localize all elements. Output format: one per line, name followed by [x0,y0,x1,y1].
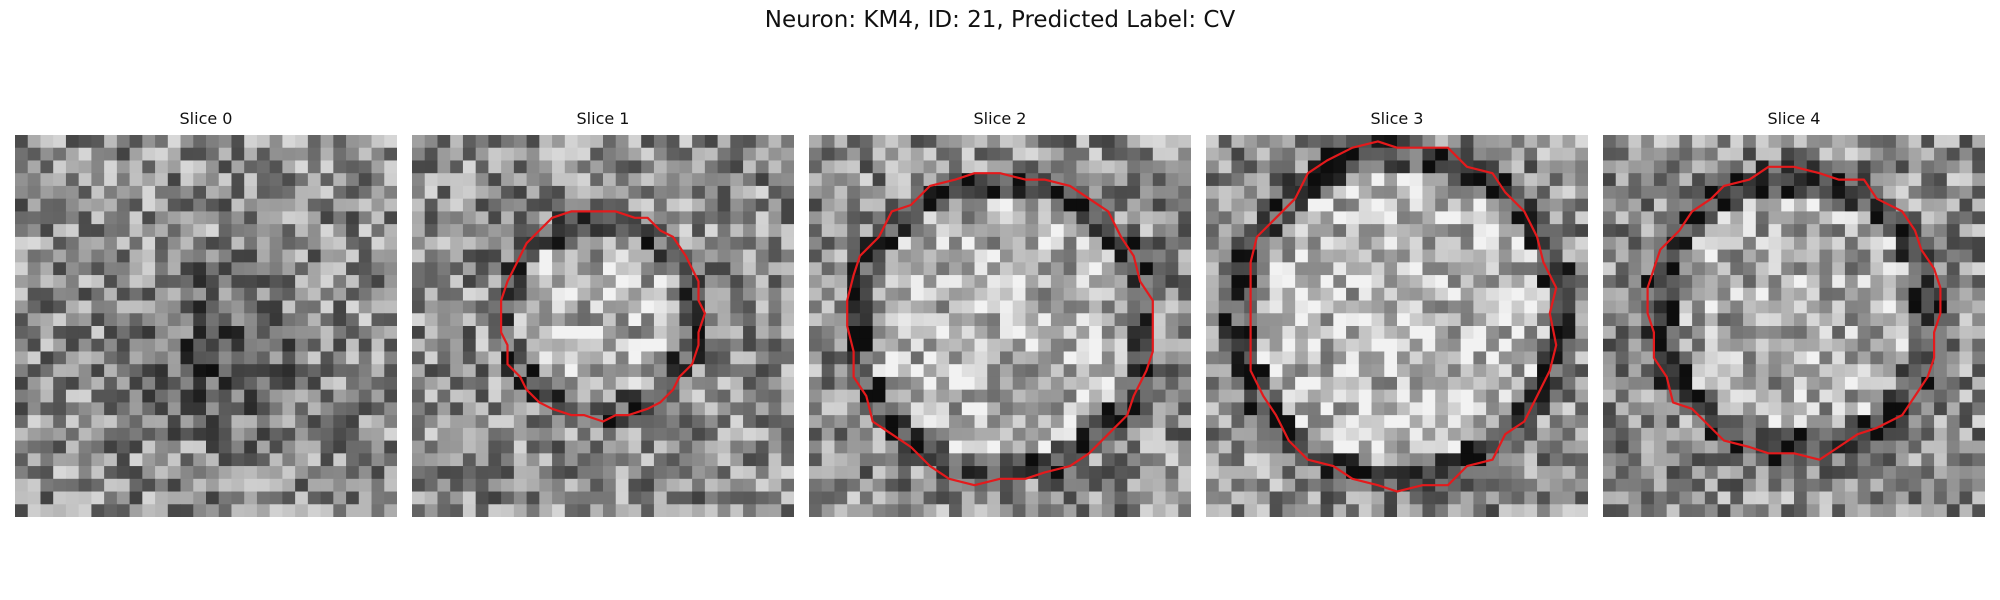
slice-label-1: Slice 1 [576,109,630,128]
segmentation-contour [1646,165,1942,461]
slice-image-3 [1206,135,1588,517]
slice-image-1 [412,135,794,517]
pixel-grid [1603,135,1985,517]
pixel-grid [809,135,1191,517]
slice-image-2 [809,135,1191,517]
slice-label-4: Slice 4 [1767,109,1821,128]
slice-image-4 [1603,135,1985,517]
figure-title: Neuron: KM4, ID: 21, Predicted Label: CV [764,7,1236,33]
slice-label-2: Slice 2 [973,109,1027,128]
pixel-grid [15,135,397,517]
pixel-grid [412,135,794,517]
segmentation-contour [846,172,1154,487]
segmentation-contour [499,210,706,423]
slice-panel-2: Slice 2 [809,109,1191,517]
slice-label-0: Slice 0 [179,109,233,128]
slice-panel-3: Slice 3 [1206,109,1588,517]
slice-panel-4: Slice 4 [1603,109,1985,517]
segmentation-contour [1249,140,1558,493]
pixel-grid [1206,135,1588,517]
slice-panel-1: Slice 1 [412,109,794,517]
slice-label-3: Slice 3 [1370,109,1424,128]
slice-image-0 [15,135,397,517]
slice-panel-0: Slice 0 [15,109,397,517]
